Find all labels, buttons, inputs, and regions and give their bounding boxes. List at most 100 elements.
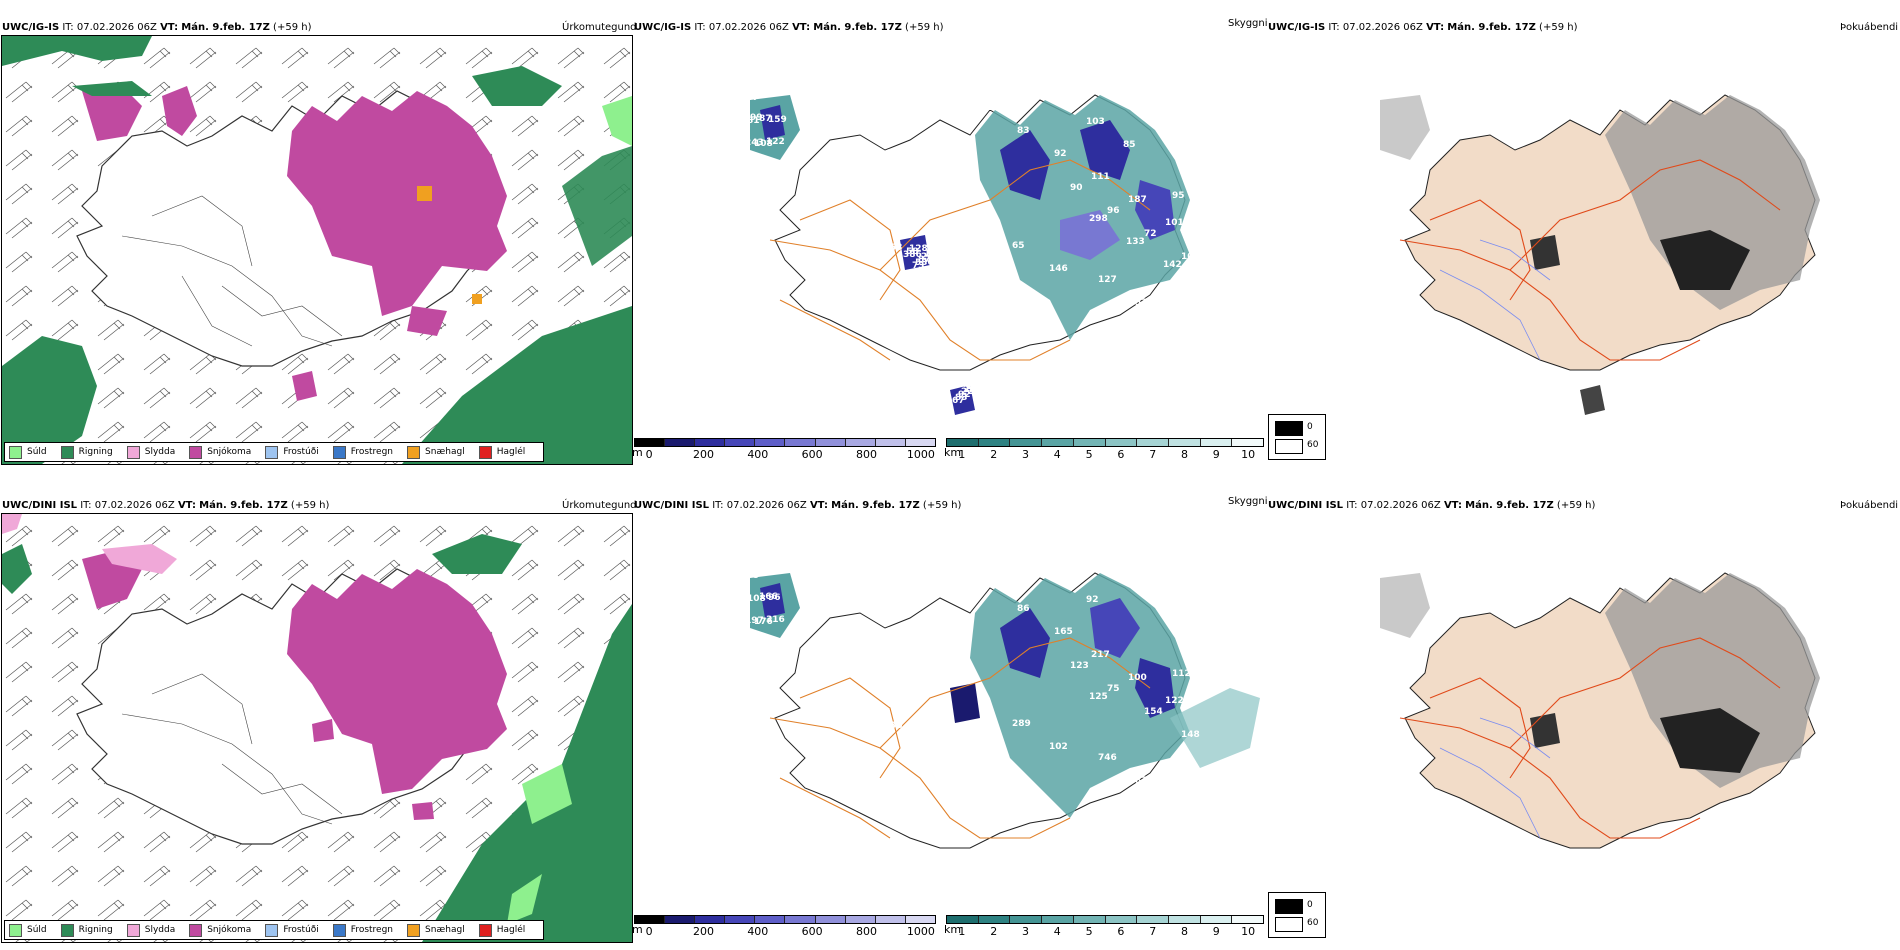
cloud-base-label: 154 [1144,707,1163,717]
legend-label: Slydda [144,925,176,935]
ptype-header: UWC/IG-IS IT: 07.02.2026 06Z VT: Mán. 9.… [2,22,311,34]
visibility-color-swatch [1105,916,1138,923]
cloud-base-label: 87 [918,255,931,265]
ceiling-color-tick: 0 [645,448,653,461]
visibility-color-swatch [1232,439,1264,446]
cloud-base-label: 667 [918,733,937,743]
visibility-unit: km [944,923,962,936]
legend-label: Slydda [144,447,176,457]
valid-label: VT: [160,22,179,33]
fog-legend-label: 0 [1307,422,1313,432]
cloud-base-label: 218 [921,252,940,262]
lead-time: (+59 h) [1539,22,1578,33]
cloud-base-label: 111 [1091,172,1110,182]
legend-swatch [189,445,203,459]
visibility-unit: km [944,446,962,459]
cloud-base-label: 103 [1086,117,1105,127]
fog-map [1280,518,1895,913]
cloud-base-label: 533 [1135,298,1154,308]
ceiling-color-swatch [695,439,726,446]
ceiling-unit: m [632,923,643,936]
ceiling-color-tick: 1000 [906,925,935,938]
visibility-color-swatch [1073,916,1106,923]
visibility-color-tick: 8 [1181,925,1188,938]
cloud-base-label: 243 [745,138,764,148]
valid-label: VT: [792,22,811,33]
cloud-base-label: 335 [752,639,771,649]
cloud-base-label: 195 [964,862,983,872]
legend-label: Haglél [496,447,526,457]
cloud-base-label: 145 [761,640,780,650]
valid-time: Mán. 9.feb. 17Z [813,22,902,33]
ptype-legend: Súld Rigning Slydda Snjókoma Frostúði Frostre… [4,442,545,462]
visibility-color-swatch [947,916,979,923]
cloud-base-label: 71 [915,736,928,746]
cloud-base-label: 118 [921,730,940,740]
cloud-base-label: 197 [745,616,764,626]
visibility-color-tick: 4 [1053,925,1061,938]
cloud-base-label: 112 [1172,669,1191,679]
visibility-color-tick: 7 [1149,925,1157,938]
legend-label: Súld [27,925,47,935]
cloud-base-label: 92 [1054,149,1067,159]
cloud-base-label: 83 [955,393,968,403]
legend-swatch [126,923,140,937]
cloud-base-label: 122 [766,137,785,147]
ceiling-color-swatch [725,439,756,446]
visibility-color-tick: 9 [1212,925,1220,938]
ceiling-color-swatch [755,439,786,446]
cloud-base-label: 159 [768,115,787,125]
init-time: IT: 07.02.2026 06Z [1346,500,1441,511]
legend-item: Rigning [60,923,113,937]
visibility-color-tick: 7 [1149,448,1157,461]
legend-swatch [126,445,140,459]
cloud-base-label: 87 [759,114,772,124]
legend-label: Rigning [78,925,113,935]
visibility-color-swatch [978,439,1011,446]
cloud-base-label: 86 [1017,604,1030,614]
legend-swatch [478,445,492,459]
ceiling-color-swatch [755,916,786,923]
fog-legend-swatch [1275,917,1303,932]
legend-item: Haglél [478,445,526,459]
model-name: UWC/IG-IS [634,22,692,33]
cloud-base-label: 92 [1086,595,1099,605]
ceiling-color-tick: 200 [692,925,714,938]
visibility-color-swatch [1200,439,1233,446]
lead-time: (+59 h) [905,22,944,33]
legend-item: Frostúði [265,445,319,459]
cloud-base-label: 316 [766,615,785,625]
legend-swatch [407,445,421,459]
cloud-base-label: 72 [1144,229,1157,239]
cloud-base-label: 125 [1089,692,1108,702]
ptype-map: Súld Rigning Slydda Snjókoma Frostúði Frostre… [1,35,633,465]
cloud-base-label: 85 [1123,140,1136,150]
cloud-base-label: 187 [740,93,759,103]
legend-swatch [60,923,74,937]
valid-time: Mán. 9.feb. 17Z [831,500,920,511]
fog-legend-swatch [1275,439,1303,454]
cloud-base-label: 205 [952,874,971,884]
cloud-base-label: 168 [924,249,943,259]
visibility-color-swatch [1137,916,1169,923]
init-time: IT: 07.02.2026 06Z [80,500,175,511]
cloud-base-label: 127 [1098,275,1117,285]
legend-swatch [9,445,22,459]
cloud-base-label: 74 [967,859,980,869]
ceiling-color-swatch [875,916,906,923]
valid-time: Mán. 9.feb. 17Z [199,500,288,511]
cloud-base-label: 75 [1107,684,1120,694]
ceiling-color-tick: 600 [801,448,823,461]
cloud-base-label: 97 [950,378,963,388]
visibility-color-tick: 6 [1117,448,1125,461]
legend-swatch [9,923,22,937]
ptype-title: Úrkomutegund [562,22,637,33]
visibility-color-swatch [1042,439,1074,446]
ceiling-color-tick: 1000 [906,448,935,461]
cloud-base-label: 122 [1165,696,1184,706]
legend-label: Snjókoma [207,447,252,457]
fog-legend-label: 0 [1307,900,1313,910]
cloud-base-label: 187 [1128,195,1147,205]
ceiling-color-swatch [635,916,666,923]
ceiling-colorbar: 0 200 400 600 800 1000 m [632,915,936,938]
